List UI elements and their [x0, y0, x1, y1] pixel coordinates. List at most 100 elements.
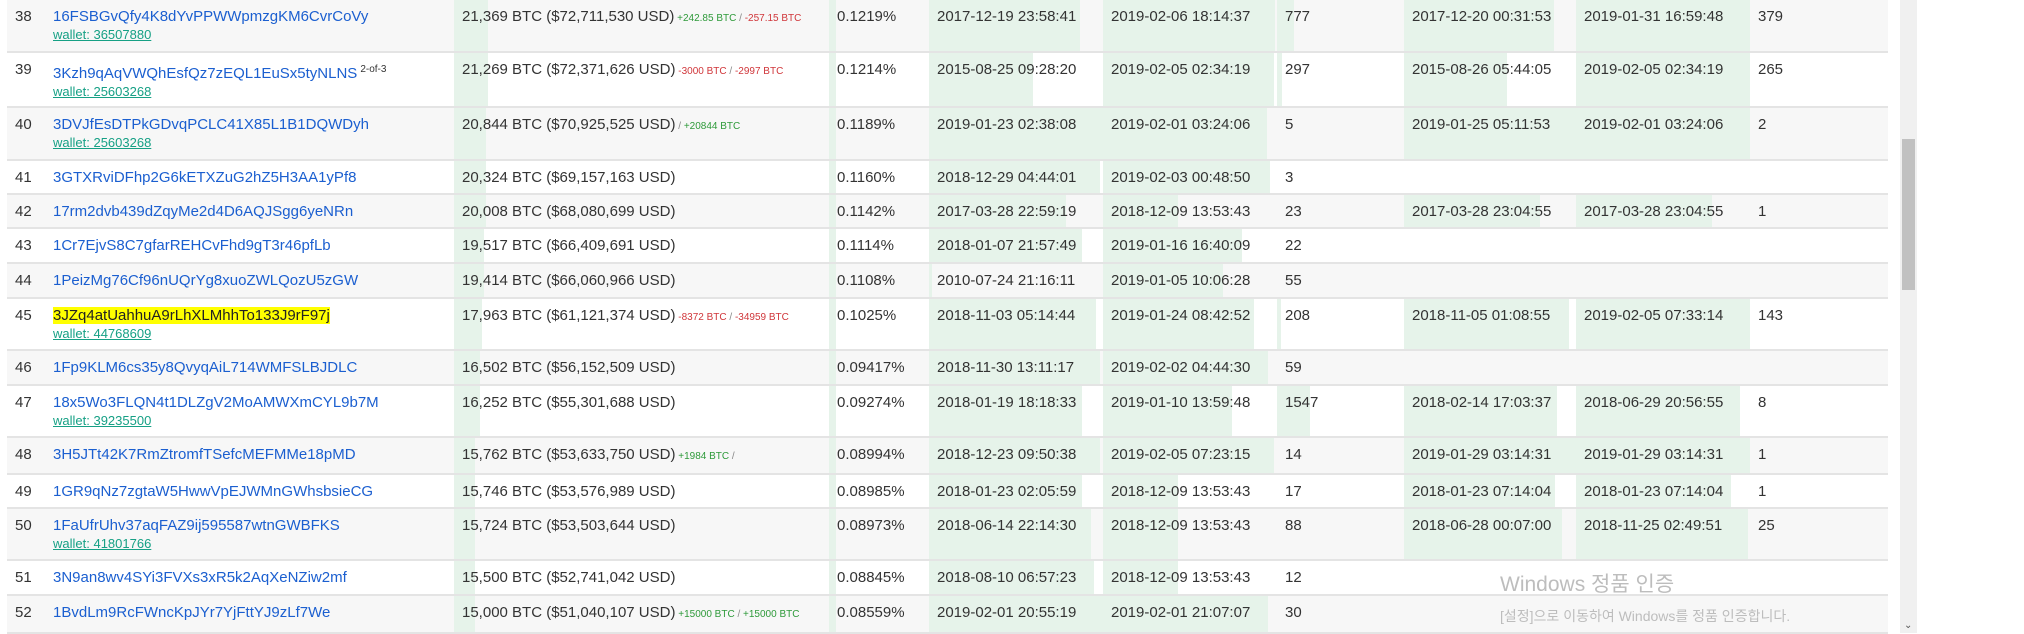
balance-cell: 15,746 BTC ($53,576,989 USD): [454, 474, 829, 509]
last-out-date: 2019-01-29 03:14:31: [1584, 446, 1724, 463]
last_in-fill-bar: [1103, 438, 1274, 473]
last-out-date-cell: 2018-06-29 20:56:55: [1576, 385, 1750, 438]
first_out-fill-bar: [1404, 53, 1508, 106]
balance-value: 15,724 BTC ($53,503,644 USD): [462, 517, 676, 534]
first-out-date-cell: [1404, 595, 1576, 634]
last_in-fill-bar: [1103, 561, 1178, 594]
scroll-down-arrow-icon[interactable]: ⌄: [1904, 620, 1913, 631]
first-in-date-cell: 2018-01-07 21:57:49: [929, 228, 1103, 264]
balance-cell: 21,369 BTC ($72,711,530 USD) +242.85 BTC…: [454, 0, 829, 53]
balance-cell: 15,762 BTC ($53,633,750 USD) +1984 BTC /: [454, 437, 829, 475]
change-out: -2997 BTC: [734, 66, 784, 77]
balance-cell: 15,724 BTC ($53,503,644 USD): [454, 508, 829, 561]
outs-count-cell: 1: [1750, 194, 1888, 229]
ins-count: 55: [1285, 272, 1302, 289]
balance-fill-bar: [454, 53, 488, 106]
last_out-fill-bar: [1576, 0, 1750, 51]
outs-count-cell: 8: [1750, 385, 1888, 438]
first-in-date-cell: 2019-01-23 02:38:08: [929, 107, 1103, 161]
balance-cell: 21,269 BTC ($72,371,626 USD) -3000 BTC /…: [454, 52, 829, 108]
last-in-date-cell: 2018-12-09 13:53:43: [1103, 560, 1277, 596]
balance-cell: 19,517 BTC ($66,409,691 USD): [454, 228, 829, 264]
balance-cell: 16,252 BTC ($55,301,688 USD): [454, 385, 829, 438]
table-row: 39 3Kzh9qAqVWQhEsfQz7zEQL1EuSx5tyNLNS 2-of…: [7, 52, 1888, 108]
wallet-link[interactable]: wallet: 36507880: [53, 27, 152, 42]
address-link[interactable]: 1Fp9KLM6cs35y8QvyqAiL714WMFSLBJDLC: [53, 359, 358, 376]
address-link[interactable]: 3H5JTt42K7RmZtromfTSefcMEFMMe18pMD: [53, 446, 356, 463]
address-link[interactable]: 18x5Wo3FLQN4t1DLZgV2MoAMWXmCYL9b7M: [53, 394, 379, 411]
percent-fill-bar: [829, 161, 836, 193]
last-out-date-cell: [1576, 228, 1750, 264]
table-row: 44 1PeizMg76Cf96nUQrYg8xuoZWLQozU5zGW 19,4…: [7, 263, 1888, 299]
address-link[interactable]: 1BvdLm9RcFWncKpJYr7YjFttYJ9zLf7We: [53, 604, 331, 621]
address-link[interactable]: 3N9an8wv4SYi3FVXs3xR5k2AqXeNZiw2mf: [53, 569, 347, 586]
last-in-date: 2019-01-16 16:40:09: [1111, 237, 1251, 254]
address-link[interactable]: 1GR9qNz7zgtaW5HwwVpEJWMnGWhsbsieCG: [53, 483, 374, 500]
first_out-fill-bar: [1404, 438, 1576, 473]
wallet-link[interactable]: wallet: 25603268: [53, 135, 152, 150]
balance-value: 16,252 BTC ($55,301,688 USD): [462, 394, 676, 411]
first-out-date: 2018-02-14 17:03:37: [1412, 394, 1552, 411]
first-out-date-cell: 2018-01-23 07:14:04: [1404, 474, 1576, 509]
percent-fill-bar: [829, 596, 836, 632]
rank: 47: [15, 394, 32, 411]
address-link[interactable]: 17rm2dvb439dZqyMe2d4D6AQJSgg6yeNRn: [53, 203, 354, 220]
address-link[interactable]: 3DVJfEsDTPkGDvqPCLC41X85L1B1DQWDyh: [53, 116, 369, 133]
scrollbar-thumb[interactable]: [1902, 139, 1915, 290]
ins-count-cell: 14: [1277, 437, 1404, 475]
last-in-date: 2019-02-06 18:14:37: [1111, 8, 1251, 25]
table-row: 38 16FSBGvQfy4K8dYvPPWWpmzgKM6CvrCoVy wall…: [7, 0, 1888, 53]
wallet-link[interactable]: wallet: 41801766: [53, 536, 152, 551]
first-in-date: 2015-08-25 09:28:20: [937, 61, 1077, 78]
address-cell: 1PeizMg76Cf96nUQrYg8xuoZWLQozU5zGW: [45, 263, 454, 299]
percent-cell: 0.08559%: [829, 595, 929, 634]
ins-fill-bar: [1277, 299, 1281, 349]
ins-count-cell: 12: [1277, 560, 1404, 596]
outs-count: 1: [1758, 203, 1767, 220]
address-cell: 3DVJfEsDTPkGDvqPCLC41X85L1B1DQWDyh wallet…: [45, 107, 454, 161]
vertical-scrollbar[interactable]: ⌄: [1900, 0, 1917, 633]
last-in-date: 2018-12-09 13:53:43: [1111, 483, 1251, 500]
first_in-fill-bar: [929, 0, 1081, 51]
percent-fill-bar: [829, 53, 836, 106]
address-link[interactable]: 16FSBGvQfy4K8dYvPPWWpmzgKM6CvrCoVy: [53, 8, 369, 25]
outs-count-cell: 379: [1750, 0, 1888, 53]
percent-of-coins: 0.1025%: [837, 307, 897, 324]
rank: 51: [15, 569, 32, 586]
wallet-link[interactable]: wallet: 44768609: [53, 326, 152, 341]
first-out-date: 2015-08-26 05:44:05: [1412, 61, 1552, 78]
balance-fill-bar: [454, 596, 475, 632]
first-out-date-cell: 2017-12-20 00:31:53: [1404, 0, 1576, 53]
address-link[interactable]: 3GTXRviDFhp2G6kETXZuG2hZ5H3AA1yPf8: [53, 169, 357, 186]
percent-fill-bar: [829, 264, 836, 297]
outs-count: 8: [1758, 394, 1767, 411]
address-link[interactable]: 1PeizMg76Cf96nUQrYg8xuoZWLQozU5zGW: [53, 272, 359, 289]
first-out-date-cell: [1404, 228, 1576, 264]
rank-cell: 44: [7, 263, 45, 299]
balance-cell: 17,963 BTC ($61,121,374 USD) -8372 BTC /…: [454, 298, 829, 351]
percent-cell: 0.08845%: [829, 560, 929, 596]
last-in-date-cell: 2018-12-09 13:53:43: [1103, 194, 1277, 229]
last-in-date-cell: 2019-02-02 04:44:30: [1103, 350, 1277, 386]
change-separator: /: [726, 312, 735, 323]
address-link[interactable]: 3Kzh9qAqVWQhEsfQz7zEQL1EuSx5tyNLNS: [53, 65, 358, 82]
last-in-date-cell: 2019-01-05 10:06:28: [1103, 263, 1277, 299]
last-out-date: 2018-06-29 20:56:55: [1584, 394, 1724, 411]
balance-cell: 20,844 BTC ($70,925,525 USD) / +20844 BT…: [454, 107, 829, 161]
last-in-date-cell: 2019-01-16 16:40:09: [1103, 228, 1277, 264]
address-cell: 1FaUfrUhv37aqFAZ9ij595587wtnGWBFKS wallet…: [45, 508, 454, 561]
outs-count-cell: 143: [1750, 298, 1888, 351]
address-link[interactable]: 1Cr7EjvS8C7gfarREHCvFhd9gT3r46pfLb: [53, 237, 331, 254]
address-link[interactable]: 3JZq4atUahhuA9rLhXLMhhTo133J9rF97j: [53, 307, 330, 324]
percent-of-coins: 0.09417%: [837, 359, 905, 376]
percent-fill-bar: [829, 299, 836, 349]
wallet-link[interactable]: wallet: 39235500: [53, 413, 152, 428]
last-in-date-cell: 2019-02-01 21:07:07: [1103, 595, 1277, 634]
percent-cell: 0.09417%: [829, 350, 929, 386]
balance-cell: 19,414 BTC ($66,060,966 USD): [454, 263, 829, 299]
percent-of-coins: 0.08994%: [837, 446, 905, 463]
outs-count-cell: [1750, 595, 1888, 634]
address-link[interactable]: 1FaUfrUhv37aqFAZ9ij595587wtnGWBFKS: [53, 517, 340, 534]
wallet-link[interactable]: wallet: 25603268: [53, 84, 152, 99]
first_in-fill-bar: [929, 509, 1091, 559]
